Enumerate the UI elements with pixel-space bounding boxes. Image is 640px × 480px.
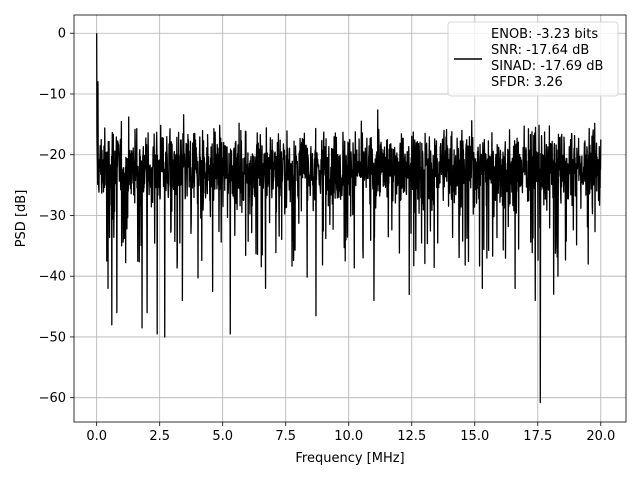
y-tick-label: −60 (39, 391, 66, 406)
y-tick-label: −10 (39, 87, 66, 102)
y-tick-label: −20 (39, 148, 66, 163)
y-tick-label: −30 (39, 209, 66, 224)
tick-layer: 0.0 2.5 5.0 7.5 10.0 12.5 15.0 17.5 20.0 0 −10 −20 −… (39, 27, 616, 444)
legend-sinad-text: SINAD: -17.69 dB (491, 59, 603, 74)
y-tick-label: −50 (39, 330, 66, 345)
y-tick-label: 0 (58, 27, 66, 42)
series-layer (96, 33, 602, 404)
plot-frame (73, 14, 627, 423)
y-tick-label: −40 (39, 270, 66, 285)
x-axis-label: Frequency [MHz] (295, 451, 404, 466)
x-tick-label: 12.5 (397, 429, 426, 444)
legend-enob-text: ENOB: -3.23 bits (491, 27, 598, 42)
x-tick-label: 5.0 (212, 429, 233, 444)
x-tick-label: 0.0 (86, 429, 107, 444)
x-tick-label: 15.0 (460, 429, 489, 444)
legend: ENOB: -3.23 bits SNR: -17.64 dB SINAD: -… (447, 21, 619, 97)
x-tick-label: 7.5 (275, 429, 296, 444)
legend-snr-text: SNR: -17.64 dB (491, 43, 589, 58)
legend-sfdr-text: SFDR: 3.26 (491, 75, 563, 90)
psd-series-line (96, 33, 602, 404)
x-tick-label: 10.0 (334, 429, 363, 444)
x-tick-label: 2.5 (149, 429, 170, 444)
x-tick-label: 20.0 (586, 429, 615, 444)
y-axis-label: PSD [dB] (14, 190, 29, 248)
legend-box (447, 21, 619, 97)
x-tick-label: 17.5 (523, 429, 552, 444)
